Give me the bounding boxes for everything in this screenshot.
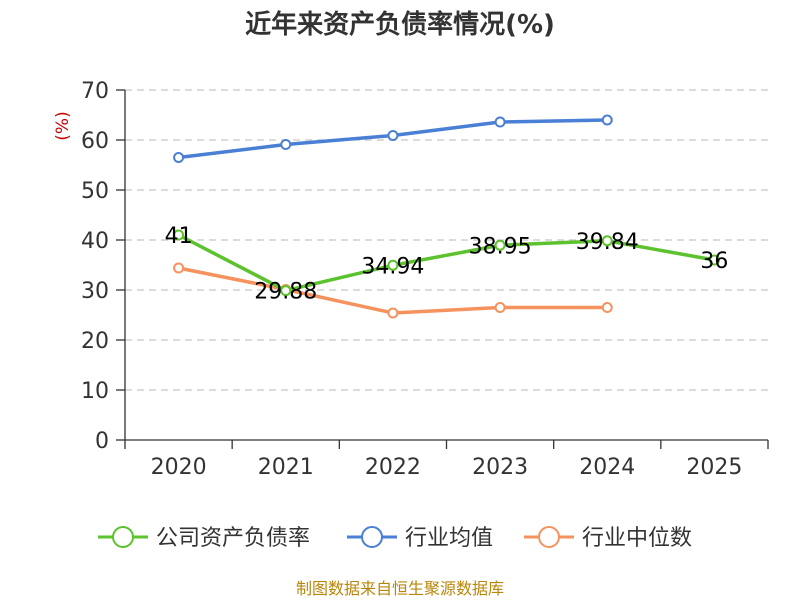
- data-point: [601, 302, 613, 313]
- data-labels: 41 29.88 34.94 38.95 39.84 36: [165, 224, 729, 305]
- y-tick-label: 10: [81, 379, 109, 404]
- data-point: [494, 302, 506, 313]
- y-tick-label: 50: [81, 179, 109, 204]
- y-tick-label: 20: [81, 329, 109, 354]
- y-tick-label: 30: [81, 279, 109, 304]
- x-tick-label: 2021: [258, 455, 314, 480]
- data-point: [494, 116, 506, 128]
- data-label: 41: [165, 224, 193, 249]
- series-line-0: [177, 233, 715, 293]
- y-axis-ticks: 0 10 20 30 40 50 60 70: [81, 79, 125, 454]
- y-tick-label: 40: [81, 229, 109, 254]
- data-label: 29.88: [254, 280, 317, 305]
- legend: 公司资产负债率 行业均值 行业中位数: [98, 526, 692, 551]
- data-label: 36: [700, 249, 728, 274]
- data-point: [280, 139, 292, 150]
- legend-marker-1: [361, 526, 383, 548]
- data-label: 34.94: [361, 254, 424, 279]
- x-tick-label: 2022: [365, 455, 421, 480]
- legend-label-0: 公司资产负债率: [156, 526, 310, 551]
- legend-label-2: 行业中位数: [582, 526, 692, 551]
- data-point: [387, 307, 399, 319]
- series-group: [173, 114, 720, 319]
- data-point: [173, 152, 185, 163]
- legend-marker-2: [538, 526, 560, 548]
- y-tick-label: 70: [81, 79, 109, 104]
- chart-title: 近年来资产负债率情况(%): [245, 9, 555, 40]
- legend-label-1: 行业均值: [405, 526, 493, 551]
- data-point: [708, 254, 720, 266]
- data-point: [387, 259, 399, 271]
- y-axis-unit-label: (%): [53, 111, 73, 140]
- source-note: 制图数据来自恒生聚源数据库: [296, 579, 504, 598]
- data-label: 39.84: [576, 230, 639, 255]
- x-tick-label: 2025: [686, 455, 742, 480]
- data-point: [387, 130, 399, 141]
- data-label: 38.95: [469, 234, 532, 259]
- x-axis-ticks: 2020 2021 2022 2023 2024 2025: [124, 440, 769, 480]
- x-tick-label: 2020: [151, 455, 207, 480]
- data-point: [494, 239, 506, 251]
- y-tick-label: 0: [95, 429, 109, 454]
- axes: [124, 90, 768, 441]
- x-tick-label: 2023: [472, 455, 528, 480]
- y-tick-label: 60: [81, 129, 109, 154]
- data-point: [173, 262, 185, 274]
- x-tick-label: 2024: [579, 455, 635, 480]
- data-point: [601, 114, 613, 126]
- data-point: [280, 285, 292, 297]
- grid-lines: [125, 89, 768, 391]
- legend-marker-0: [112, 526, 134, 548]
- data-point: [173, 229, 185, 241]
- data-point: [601, 235, 613, 247]
